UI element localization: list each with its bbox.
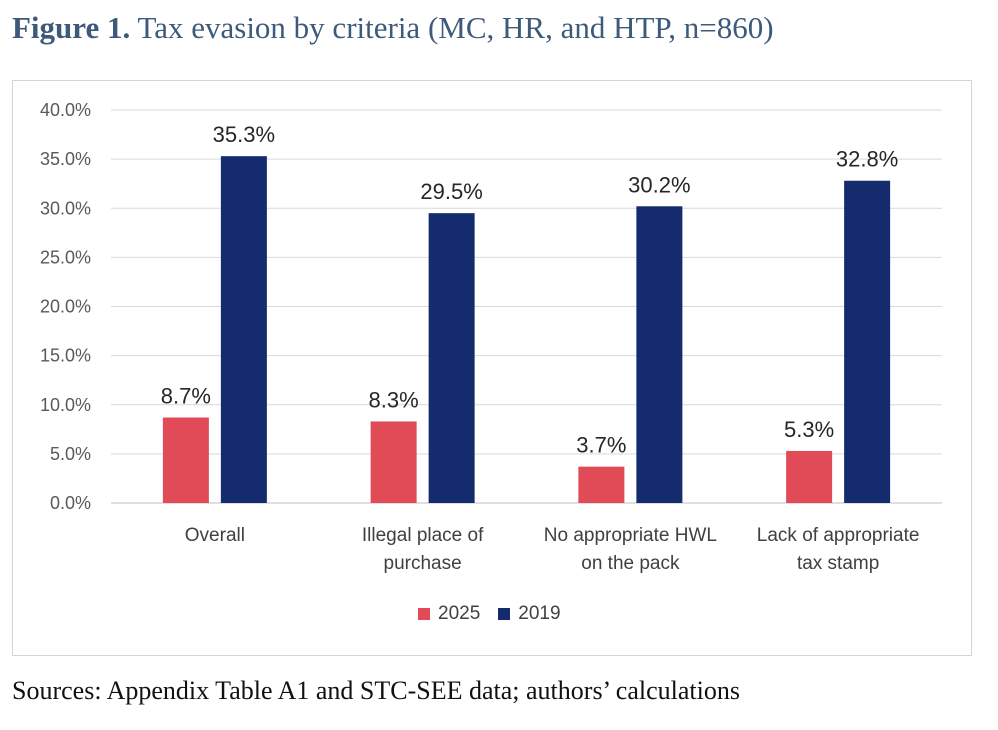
bar-2025-1 — [370, 421, 417, 503]
figure-label: Figure 1. — [12, 10, 131, 45]
y-tick-label: 10.0% — [40, 395, 91, 415]
data-label-2019-3: 32.8% — [836, 147, 898, 172]
y-tick-label: 5.0% — [50, 444, 91, 464]
category-label-3-line-0: Lack of appropriate — [757, 525, 920, 546]
category-label-2-line-0: No appropriate HWL — [544, 525, 717, 546]
category-label-1-line-1: purchase — [384, 553, 462, 574]
figure-title-text: Tax evasion by criteria (MC, HR, and HTP… — [137, 10, 774, 45]
legend-item-2025: 2025 — [418, 603, 480, 625]
bar-2019-0 — [220, 156, 267, 504]
y-tick-label: 15.0% — [40, 346, 91, 366]
bar-2025-0 — [162, 417, 209, 503]
bar-2019-2 — [636, 206, 683, 503]
legend: 2025 2019 — [418, 603, 579, 625]
data-label-2019-2: 30.2% — [628, 172, 690, 197]
bar-2025-3 — [786, 450, 833, 503]
data-label-2025-0: 8.7% — [161, 384, 211, 409]
y-tick-label: 20.0% — [40, 297, 91, 317]
category-label-0-line-0: Overall — [185, 525, 245, 546]
y-tick-label: 30.0% — [40, 198, 91, 218]
y-tick-label: 40.0% — [40, 100, 91, 120]
data-label-2025-3: 5.3% — [784, 417, 834, 442]
sources-note: Sources: Appendix Table A1 and STC-SEE d… — [12, 676, 740, 705]
legend-swatch-2025 — [418, 608, 430, 620]
y-tick-label: 35.0% — [40, 149, 91, 169]
category-label-2-line-1: on the pack — [581, 553, 680, 574]
data-label-2019-0: 35.3% — [213, 122, 275, 147]
figure-title: Figure 1. Tax evasion by criteria (MC, H… — [12, 10, 774, 46]
category-label-1-line-0: Illegal place of — [362, 525, 484, 546]
chart-frame — [12, 80, 972, 656]
bar-2019-1 — [428, 213, 475, 503]
bar-2019-3 — [844, 180, 891, 504]
data-label-2019-1: 29.5% — [420, 179, 482, 204]
y-tick-label: 25.0% — [40, 247, 91, 267]
data-label-2025-2: 3.7% — [576, 433, 626, 458]
y-tick-label: 0.0% — [50, 493, 91, 513]
bar-2025-2 — [578, 466, 625, 503]
category-label-3-line-1: tax stamp — [797, 553, 879, 574]
legend-label-2019: 2019 — [518, 603, 561, 624]
legend-item-2019: 2019 — [498, 603, 561, 625]
legend-swatch-2019 — [498, 608, 511, 620]
data-label-2025-1: 8.3% — [369, 387, 419, 412]
legend-label-2025: 2025 — [438, 603, 481, 624]
